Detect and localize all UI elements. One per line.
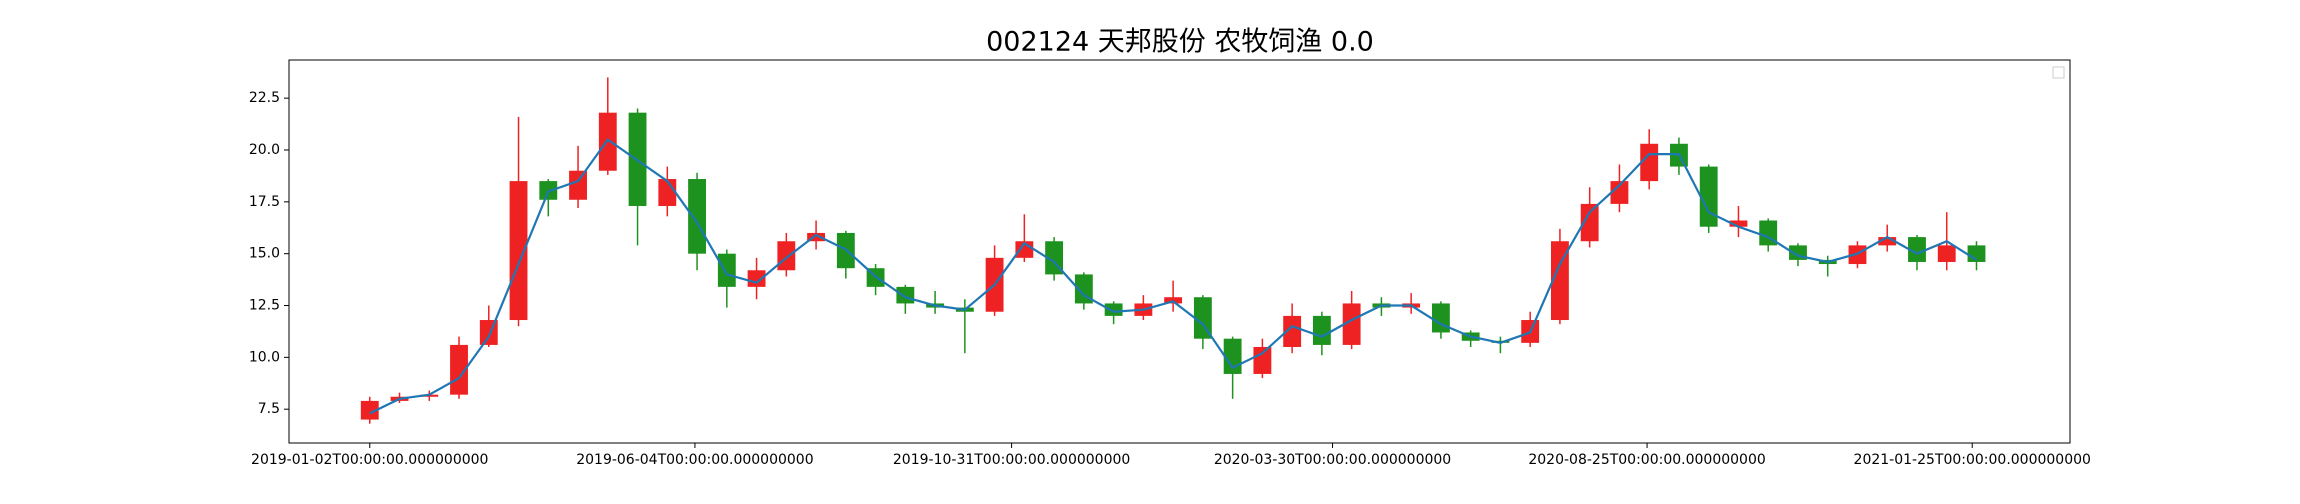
y-tick-label: 20.0 — [249, 142, 280, 158]
y-tick-label: 7.5 — [258, 401, 280, 417]
candle-body — [807, 232, 826, 242]
candle-body — [1551, 241, 1569, 321]
x-tick-label: 2019-10-31T00:00:00.000000000 — [893, 452, 1130, 468]
candle-body — [1937, 245, 1956, 262]
moving-average — [369, 138, 1978, 415]
candle-body — [1878, 237, 1897, 246]
candle-body — [1729, 220, 1748, 227]
candle-body — [1580, 203, 1599, 242]
candle-body — [1610, 181, 1629, 204]
candle-body — [1312, 315, 1331, 345]
candle-body — [360, 400, 379, 420]
candle-body — [1283, 315, 1302, 347]
y-tick-label: 10.0 — [249, 349, 280, 365]
candle-body — [1342, 303, 1361, 345]
candle-body — [1640, 143, 1659, 182]
x-tick-label: 2020-03-30T00:00:00.000000000 — [1214, 452, 1451, 468]
candle-body — [1699, 166, 1718, 227]
y-tick-label: 22.5 — [249, 90, 280, 106]
candle-body — [598, 112, 617, 171]
x-tick-label: 2020-08-25T00:00:00.000000000 — [1528, 452, 1765, 468]
y-tick-label: 17.5 — [249, 194, 280, 210]
candle-body — [777, 241, 796, 271]
candle-body — [717, 253, 736, 287]
y-tick-label: 15.0 — [249, 246, 280, 262]
candle-body — [1431, 303, 1450, 333]
plot-frame — [288, 59, 2071, 444]
candle-body — [658, 179, 677, 206]
x-tick-label: 2021-01-25T00:00:00.000000000 — [1854, 452, 2091, 468]
candle-body — [747, 270, 766, 287]
candle-body — [450, 344, 468, 395]
candle-body — [1193, 297, 1212, 339]
candle-body — [1104, 303, 1123, 316]
chart-title: 002124 天邦股份 农牧饲渔 0.0 — [986, 27, 1374, 58]
x-tick-label: 2019-06-04T00:00:00.000000000 — [576, 452, 813, 468]
y-tick-label: 12.5 — [249, 298, 280, 314]
candle-body — [896, 286, 915, 304]
legend-box — [2052, 66, 2065, 79]
candle-body — [1253, 346, 1272, 374]
candle-body — [1074, 274, 1093, 304]
candle-body — [569, 170, 587, 200]
x-tick-label: 2019-01-02T00:00:00.000000000 — [251, 452, 488, 468]
candle-body — [1908, 237, 1926, 262]
candle-body — [688, 179, 706, 254]
candle-body — [509, 181, 528, 321]
